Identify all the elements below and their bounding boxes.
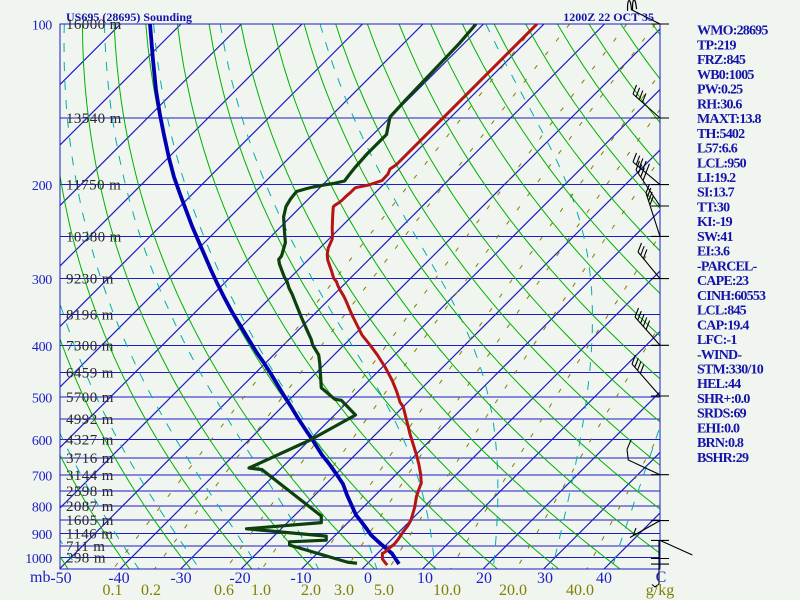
svg-text:200: 200	[32, 179, 52, 194]
svg-text:4327 m: 4327 m	[66, 432, 114, 448]
svg-text:3716 m: 3716 m	[66, 451, 114, 467]
svg-text:-50: -50	[50, 570, 71, 587]
svg-text:SHR+:0.0: SHR+:0.0	[697, 392, 750, 407]
svg-text:L57:6.6: L57:6.6	[697, 142, 738, 157]
svg-text:PW:0.25: PW:0.25	[697, 83, 743, 98]
svg-text:SI:13.7: SI:13.7	[697, 186, 735, 201]
svg-text:0.6: 0.6	[214, 582, 234, 599]
svg-text:700: 700	[32, 470, 52, 485]
svg-text:5.0: 5.0	[374, 582, 394, 599]
svg-text:BSHR:29: BSHR:29	[697, 451, 749, 466]
svg-text:1.0: 1.0	[251, 582, 271, 599]
svg-text:400: 400	[32, 340, 52, 355]
svg-text:5700 m: 5700 m	[66, 390, 114, 406]
svg-text:CINH:60553: CINH:60553	[697, 289, 766, 304]
svg-text:RH:30.6: RH:30.6	[697, 97, 742, 112]
svg-text:TT:30: TT:30	[697, 201, 730, 216]
svg-text:0.2: 0.2	[141, 582, 161, 599]
svg-text:g/kg: g/kg	[646, 582, 674, 599]
svg-text:HEL:44: HEL:44	[697, 377, 741, 392]
svg-text:1146 m: 1146 m	[66, 526, 113, 542]
svg-text:6459 m: 6459 m	[66, 366, 114, 382]
svg-text:STM:330/10: STM:330/10	[697, 363, 764, 378]
svg-text:1000: 1000	[25, 552, 52, 567]
svg-text:FRZ:845: FRZ:845	[697, 53, 746, 68]
svg-text:800: 800	[32, 501, 52, 516]
svg-text:3144 m: 3144 m	[66, 468, 114, 484]
svg-text:7300 m: 7300 m	[66, 338, 114, 354]
svg-text:300: 300	[32, 273, 52, 288]
svg-text:-40: -40	[108, 570, 129, 587]
svg-text:-30: -30	[170, 570, 191, 587]
svg-text:EHI:0.0: EHI:0.0	[697, 421, 740, 436]
svg-text:TH:5402: TH:5402	[697, 127, 745, 142]
svg-text:10380 m: 10380 m	[66, 229, 122, 245]
svg-text:US695 (28695) Sounding: US695 (28695) Sounding	[66, 10, 192, 24]
svg-text:2598 m: 2598 m	[66, 484, 114, 500]
svg-text:1605 m: 1605 m	[66, 513, 114, 529]
svg-text:10.0: 10.0	[433, 582, 461, 599]
svg-text:11750 m: 11750 m	[66, 178, 121, 194]
svg-text:16000 m: 16000 m	[66, 17, 122, 33]
svg-text:500: 500	[32, 392, 52, 407]
svg-text:MAXT:13.8: MAXT:13.8	[697, 112, 761, 127]
svg-text:-WIND-: -WIND-	[697, 348, 742, 363]
svg-text:-PARCEL-: -PARCEL-	[697, 259, 758, 274]
svg-text:40: 40	[596, 570, 612, 587]
svg-text:CAP:19.4: CAP:19.4	[697, 318, 749, 333]
svg-text:SRDS:69: SRDS:69	[697, 407, 747, 422]
svg-text:0.1: 0.1	[103, 582, 123, 599]
svg-text:SW:41: SW:41	[697, 230, 733, 245]
svg-text:13540 m: 13540 m	[66, 111, 122, 127]
svg-text:CAPE:23: CAPE:23	[697, 274, 749, 289]
svg-text:20.0: 20.0	[499, 582, 527, 599]
svg-text:WB0:1005: WB0:1005	[697, 68, 754, 83]
svg-text:600: 600	[32, 434, 52, 449]
svg-text:40.0: 40.0	[566, 582, 594, 599]
svg-text:9230 m: 9230 m	[66, 272, 114, 288]
svg-text:0: 0	[364, 570, 372, 587]
svg-text:LI:19.2: LI:19.2	[697, 171, 736, 186]
svg-text:20: 20	[476, 570, 492, 587]
svg-text:LCL:950: LCL:950	[697, 156, 747, 171]
svg-text:30: 30	[537, 570, 553, 587]
svg-text:-20: -20	[229, 570, 250, 587]
svg-text:TP:219: TP:219	[697, 38, 737, 53]
svg-text:LFC:-1: LFC:-1	[697, 333, 737, 348]
svg-text:711 m: 711 m	[66, 539, 105, 555]
svg-text:WMO:28695: WMO:28695	[697, 24, 768, 39]
svg-text:3.0: 3.0	[334, 582, 354, 599]
svg-text:900: 900	[32, 528, 52, 543]
svg-text:298 m: 298 m	[66, 551, 106, 567]
svg-text:BRN:0.8: BRN:0.8	[697, 436, 744, 451]
svg-text:10: 10	[417, 570, 433, 587]
svg-text:KI:-19: KI:-19	[697, 215, 733, 230]
svg-text:1200Z 22 OCT 35: 1200Z 22 OCT 35	[563, 10, 654, 24]
svg-text:C: C	[656, 569, 667, 586]
svg-text:EI:3.6: EI:3.6	[697, 245, 730, 260]
svg-text:8196 m: 8196 m	[66, 307, 114, 323]
svg-text:100: 100	[32, 19, 52, 34]
svg-text:2087 m: 2087 m	[66, 499, 114, 515]
svg-text:-10: -10	[290, 570, 311, 587]
svg-text:4992 m: 4992 m	[66, 412, 114, 428]
svg-text:LCL:845: LCL:845	[697, 304, 747, 319]
svg-text:mb: mb	[30, 569, 50, 586]
svg-text:2.0: 2.0	[301, 582, 321, 599]
